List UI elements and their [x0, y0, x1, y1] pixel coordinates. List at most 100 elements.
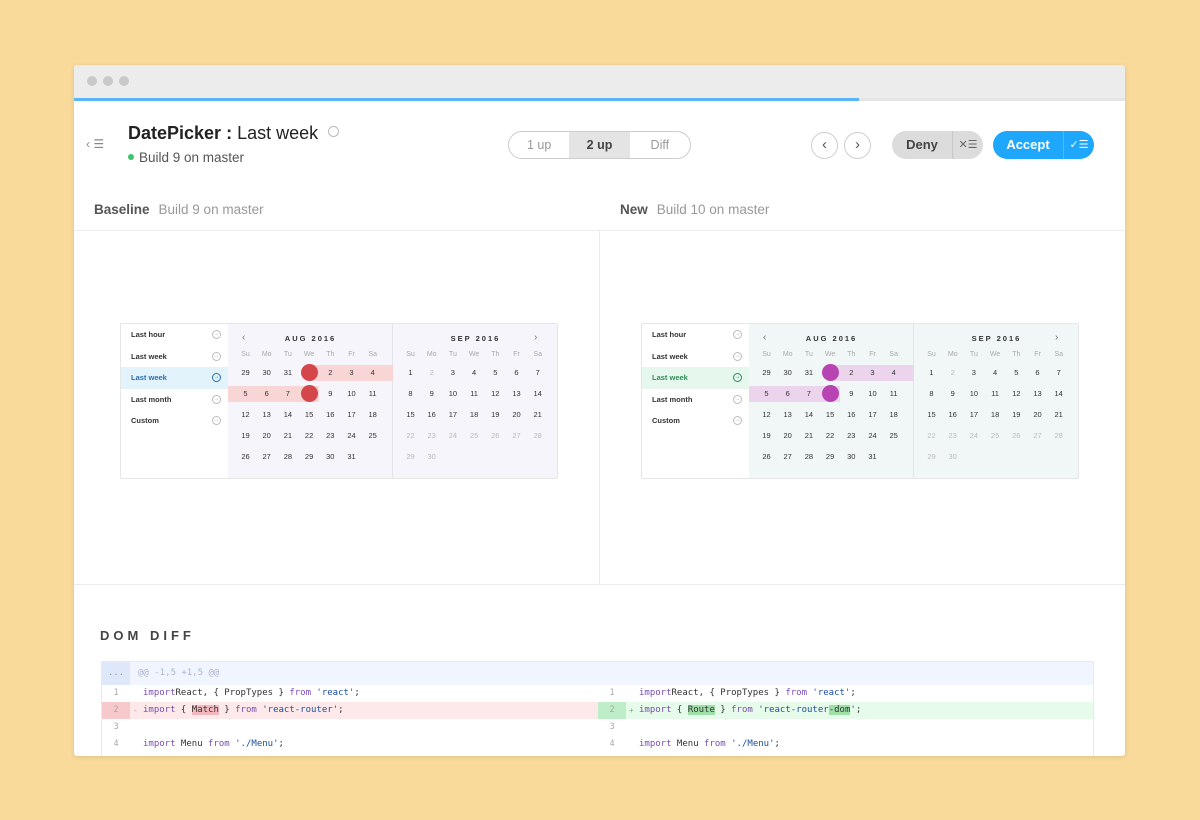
- window-zoom-dot[interactable]: [119, 76, 129, 86]
- preset-option[interactable]: Last week →: [121, 367, 228, 389]
- calendar-day[interactable]: 23: [421, 428, 442, 444]
- calendar-day[interactable]: 17: [341, 407, 362, 423]
- back-to-list-icon[interactable]: ‹ ☰: [86, 137, 105, 151]
- calendar-day[interactable]: 5: [235, 386, 256, 402]
- calendar-day[interactable]: 9: [942, 386, 963, 402]
- calendar-day[interactable]: 30: [841, 449, 862, 465]
- calendar-day[interactable]: 21: [277, 428, 298, 444]
- calendar-day[interactable]: 20: [256, 428, 277, 444]
- calendar-day[interactable]: 15: [820, 407, 841, 423]
- calendar-day[interactable]: 1: [299, 364, 320, 381]
- previous-snapshot-button[interactable]: ‹: [811, 132, 838, 159]
- calendar-day[interactable]: 12: [756, 407, 777, 423]
- calendar-day[interactable]: 25: [362, 428, 383, 444]
- calendar-day[interactable]: 10: [442, 386, 463, 402]
- calendar-day[interactable]: 30: [256, 365, 277, 381]
- preset-option[interactable]: Last week →: [121, 346, 228, 368]
- deny-batch-icon[interactable]: ✕☰: [952, 131, 983, 159]
- calendar-day[interactable]: 25: [883, 428, 904, 444]
- calendar-day[interactable]: 21: [1048, 407, 1069, 423]
- calendar-day[interactable]: 9: [421, 386, 442, 402]
- calendar-day[interactable]: 26: [756, 449, 777, 465]
- calendar-day[interactable]: 16: [841, 407, 862, 423]
- calendar-day[interactable]: 12: [1006, 386, 1027, 402]
- calendar-day[interactable]: 21: [527, 407, 548, 423]
- calendar-day[interactable]: 8: [820, 385, 841, 402]
- calendar-day[interactable]: 8: [299, 385, 320, 402]
- calendar-day[interactable]: 8: [400, 386, 421, 402]
- calendar-day[interactable]: 27: [256, 449, 277, 465]
- calendar-day[interactable]: 22: [400, 428, 421, 444]
- calendar-day[interactable]: 9: [320, 386, 341, 402]
- calendar-day[interactable]: 6: [506, 365, 527, 381]
- calendar-day[interactable]: 17: [862, 407, 883, 423]
- calendar-day[interactable]: 26: [485, 428, 506, 444]
- next-month-icon[interactable]: ›: [534, 332, 538, 343]
- calendar-day[interactable]: 24: [963, 428, 984, 444]
- calendar-day[interactable]: 23: [942, 428, 963, 444]
- calendar-day[interactable]: 26: [235, 449, 256, 465]
- calendar-day[interactable]: 11: [362, 386, 383, 402]
- calendar-day[interactable]: 13: [256, 407, 277, 423]
- calendar-day[interactable]: 19: [485, 407, 506, 423]
- calendar-day[interactable]: 26: [1006, 428, 1027, 444]
- calendar-day[interactable]: 24: [341, 428, 362, 444]
- calendar-day[interactable]: 14: [277, 407, 298, 423]
- calendar-day[interactable]: 29: [299, 449, 320, 465]
- calendar-day[interactable]: 14: [1048, 386, 1069, 402]
- calendar-day[interactable]: 4: [883, 365, 904, 381]
- preset-option[interactable]: Last week →: [642, 346, 749, 368]
- calendar-day[interactable]: 19: [1006, 407, 1027, 423]
- calendar-day[interactable]: 21: [798, 428, 819, 444]
- calendar-day[interactable]: 31: [862, 449, 883, 465]
- calendar-day[interactable]: 18: [362, 407, 383, 423]
- calendar-day[interactable]: 31: [341, 449, 362, 465]
- calendar-day[interactable]: 10: [341, 386, 362, 402]
- calendar-day[interactable]: 15: [299, 407, 320, 423]
- next-month-icon[interactable]: ›: [1055, 332, 1059, 343]
- calendar-day[interactable]: 17: [963, 407, 984, 423]
- calendar-day[interactable]: 31: [277, 365, 298, 381]
- calendar-day[interactable]: 17: [442, 407, 463, 423]
- calendar-day[interactable]: 12: [485, 386, 506, 402]
- calendar-day[interactable]: 20: [1027, 407, 1048, 423]
- deny-button[interactable]: Deny ✕☰: [892, 131, 983, 159]
- calendar-day[interactable]: 4: [362, 365, 383, 381]
- calendar-day[interactable]: 27: [1027, 428, 1048, 444]
- accept-button[interactable]: Accept ✓☰: [993, 131, 1094, 159]
- calendar-day[interactable]: 2: [841, 365, 862, 381]
- calendar-day[interactable]: 29: [235, 365, 256, 381]
- view-2up-button[interactable]: 2 up: [569, 132, 630, 158]
- calendar-day[interactable]: 1: [400, 365, 421, 381]
- calendar-day[interactable]: 28: [1048, 428, 1069, 444]
- calendar-day[interactable]: 15: [921, 407, 942, 423]
- expand-hunk-button[interactable]: ...: [102, 662, 130, 685]
- calendar-day[interactable]: 22: [820, 428, 841, 444]
- calendar-day[interactable]: 24: [862, 428, 883, 444]
- calendar-day[interactable]: 23: [320, 428, 341, 444]
- calendar-day[interactable]: 25: [464, 428, 485, 444]
- calendar-day[interactable]: 24: [442, 428, 463, 444]
- calendar-day[interactable]: 9: [841, 386, 862, 402]
- calendar-day[interactable]: 14: [798, 407, 819, 423]
- next-snapshot-button[interactable]: ›: [844, 132, 871, 159]
- calendar-day[interactable]: 30: [320, 449, 341, 465]
- calendar-day[interactable]: 27: [777, 449, 798, 465]
- calendar-day[interactable]: 30: [777, 365, 798, 381]
- preset-option[interactable]: Custom →: [642, 410, 749, 432]
- calendar-day[interactable]: 23: [841, 428, 862, 444]
- calendar-day[interactable]: 11: [464, 386, 485, 402]
- window-minimize-dot[interactable]: [103, 76, 113, 86]
- preset-option[interactable]: Last week →: [642, 367, 749, 389]
- calendar-day[interactable]: 18: [883, 407, 904, 423]
- preset-option[interactable]: Last hour →: [642, 324, 749, 346]
- calendar-day[interactable]: 13: [1027, 386, 1048, 402]
- accept-batch-icon[interactable]: ✓☰: [1063, 131, 1094, 159]
- preset-option[interactable]: Last hour →: [121, 324, 228, 346]
- calendar-day[interactable]: 12: [235, 407, 256, 423]
- calendar-day[interactable]: 3: [963, 365, 984, 381]
- calendar-day[interactable]: 1: [820, 364, 841, 381]
- info-icon[interactable]: [328, 126, 340, 137]
- calendar-day[interactable]: 6: [256, 386, 277, 402]
- calendar-day[interactable]: 29: [820, 449, 841, 465]
